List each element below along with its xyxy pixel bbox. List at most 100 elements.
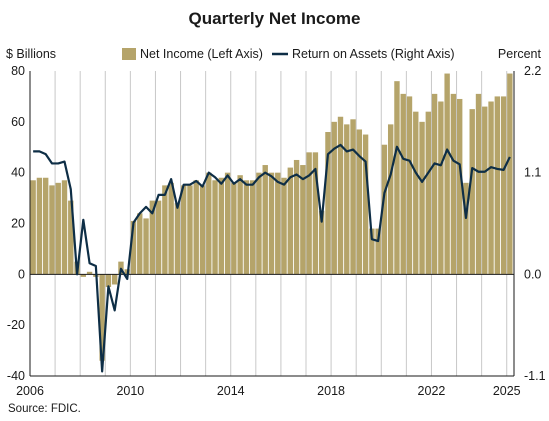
grid-layer (54, 71, 508, 376)
net-income-bar (387, 124, 394, 275)
net-income-bar (344, 124, 350, 275)
net-income-bar (312, 152, 319, 275)
net-income-bar (306, 152, 312, 275)
net-income-bar (130, 220, 137, 275)
net-income-bar (482, 106, 488, 275)
net-income-bar (231, 182, 237, 275)
net-income-bar (488, 101, 494, 275)
net-income-bar (325, 132, 331, 275)
net-income-bar (362, 134, 369, 275)
net-income-bar (162, 185, 168, 275)
right-axis-label: Percent (498, 47, 542, 61)
net-income-bar (475, 93, 482, 275)
net-income-bar (394, 81, 400, 275)
net-income-bar (143, 218, 149, 275)
net-income-bar (80, 274, 87, 277)
net-income-bar (375, 228, 381, 275)
net-income-bar (469, 109, 475, 275)
net-income-bar (187, 185, 193, 275)
net-income-bar (99, 274, 105, 361)
left-tick-label: 0 (18, 267, 25, 281)
net-income-bar (438, 101, 444, 275)
net-income-bar (400, 93, 406, 275)
net-income-bar (281, 177, 287, 275)
net-income-bar (249, 180, 256, 275)
net-income-bar (507, 73, 513, 275)
net-income-bar (137, 213, 143, 275)
right-tick-label: 0.0 (524, 267, 541, 281)
left-tick-label: 40 (11, 166, 25, 180)
legend-line-label: Return on Assets (Right Axis) (292, 47, 455, 61)
net-income-bar (275, 172, 281, 275)
net-income-bar (174, 203, 181, 275)
right-tick-label: 1.1 (524, 166, 541, 180)
net-income-bar (268, 172, 275, 275)
net-income-bar (293, 159, 300, 275)
source-note: Source: FDIC. (8, 403, 81, 415)
net-income-bar (337, 116, 344, 275)
net-income-bar (456, 98, 463, 275)
net-income-bar (413, 111, 419, 275)
right-tick-label: -1.1 (524, 369, 546, 383)
net-income-bar (149, 200, 156, 275)
net-income-bar (463, 182, 469, 275)
legend-bar-label: Net Income (Left Axis) (140, 47, 263, 61)
net-income-bar (206, 172, 212, 275)
net-income-bar (168, 182, 174, 275)
net-income-bar (224, 172, 231, 275)
net-income-bar (444, 73, 450, 275)
left-tick-label: 60 (11, 115, 25, 129)
x-tick-label: 2022 (418, 384, 446, 398)
net-income-bar (500, 96, 507, 275)
net-income-bar (350, 119, 356, 275)
x-tick-label: 2025 (493, 384, 521, 398)
net-income-bar (256, 172, 262, 275)
net-income-bar (36, 177, 43, 275)
line-layer (33, 143, 511, 373)
left-axis-label: $ Billions (6, 47, 56, 61)
net-income-bar (218, 177, 225, 275)
legend: Net Income (Left Axis) Return on Assets … (122, 47, 455, 61)
chart-title: Quarterly Net Income (189, 9, 361, 28)
net-income-bar (262, 165, 268, 275)
left-tick-label: -40 (7, 369, 25, 383)
net-income-bar (431, 93, 438, 275)
roa-line (33, 143, 511, 373)
net-income-bar (212, 180, 218, 275)
left-tick-label: 20 (11, 217, 25, 231)
net-income-bar (155, 200, 162, 275)
net-income-bar (30, 180, 36, 275)
net-income-bar (300, 165, 306, 275)
left-tick-label: 80 (11, 64, 25, 78)
net-income-bar (450, 93, 457, 275)
net-income-bar (86, 271, 93, 275)
net-income-bar (199, 185, 206, 275)
tick-label-layer: 80 60 40 20 0 -20 -40 2.2 1.1 0.0 -1.1 2006 2010 2014… (7, 64, 546, 398)
net-income-bar (111, 274, 118, 285)
x-tick-label: 2018 (317, 384, 345, 398)
net-income-bar (425, 111, 432, 275)
x-tick-label: 2006 (16, 384, 44, 398)
net-income-bar (42, 177, 49, 275)
net-income-bar (237, 175, 243, 275)
net-income-bar (419, 121, 425, 275)
net-income-bar (356, 129, 363, 275)
net-income-bar (331, 121, 337, 275)
legend-bar-swatch (122, 48, 136, 60)
right-tick-label: 2.2 (524, 64, 541, 78)
net-income-bar (61, 180, 68, 275)
net-income-bar (494, 96, 501, 275)
left-tick-label: -20 (7, 318, 25, 332)
net-income-bar (406, 96, 413, 275)
net-income-bar (369, 228, 375, 275)
bar-layer (30, 73, 513, 361)
net-income-bar (180, 185, 187, 275)
net-income-bar (287, 167, 294, 275)
net-income-bar (318, 210, 325, 275)
net-income-bar (243, 180, 250, 275)
x-tick-label: 2014 (217, 384, 245, 398)
net-income-bar (193, 180, 199, 275)
x-tick-label: 2010 (116, 384, 144, 398)
